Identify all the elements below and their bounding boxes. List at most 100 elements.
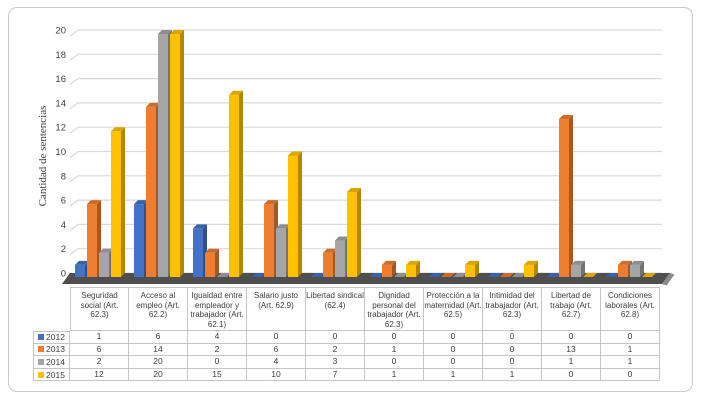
category-header-cell: Igualdad entre empleador y trabajador (A… bbox=[188, 287, 247, 331]
bar-2014 bbox=[335, 240, 345, 277]
table-value-cell: 6 bbox=[247, 343, 306, 357]
legend-key: 2014 bbox=[33, 356, 70, 369]
y-axis-tick-label: 8 bbox=[61, 171, 66, 182]
bar-top-face bbox=[406, 260, 420, 265]
y-axis-tick-label: 0 bbox=[61, 269, 66, 280]
category-header-cell: Libertad sindical (62.4) bbox=[306, 287, 365, 331]
bar-side-face bbox=[357, 187, 361, 277]
bar-2015 bbox=[288, 155, 298, 277]
table-value-cell: 4 bbox=[247, 356, 306, 369]
legend-year-label: 2014 bbox=[46, 356, 65, 367]
bar-2014 bbox=[158, 34, 168, 277]
table-value-cell: 1 bbox=[70, 331, 129, 344]
bar-side-face bbox=[581, 260, 585, 277]
chart-floor-side bbox=[662, 273, 675, 286]
bar-2015 bbox=[406, 264, 416, 277]
bar-side-face bbox=[569, 115, 573, 277]
bar-2013 bbox=[618, 264, 628, 277]
gridline-depth-tick bbox=[69, 151, 79, 158]
table-value-cell: 0 bbox=[424, 343, 483, 357]
bar-top-face bbox=[335, 236, 349, 241]
table-value-cell: 6 bbox=[70, 343, 129, 357]
bar-side-face bbox=[121, 127, 125, 277]
bar-top-face bbox=[453, 273, 467, 277]
legend-key: 2013 bbox=[33, 343, 70, 357]
bar-top-face bbox=[252, 273, 266, 277]
y-axis-tick-label: 12 bbox=[55, 123, 66, 134]
table-value-cell: 0 bbox=[247, 331, 306, 344]
bar-2014 bbox=[630, 264, 640, 277]
bar-2013 bbox=[323, 252, 333, 277]
table-value-cell: 0 bbox=[424, 331, 483, 344]
bar-top-face bbox=[441, 273, 455, 277]
y-axis-tick-label: 10 bbox=[55, 147, 66, 158]
bar-top-face bbox=[382, 260, 396, 265]
table-value-cell: 20 bbox=[129, 368, 188, 382]
table-value-cell: 0 bbox=[542, 368, 601, 382]
table-value-cell: 1 bbox=[365, 343, 424, 357]
bar-top-face bbox=[512, 273, 526, 277]
bar-top-face bbox=[276, 224, 290, 229]
bar-side-face bbox=[298, 151, 302, 277]
bar-2014 bbox=[276, 228, 286, 277]
table-value-cell: 0 bbox=[601, 331, 660, 344]
gridline-depth-tick bbox=[69, 248, 79, 256]
table-value-cell: 0 bbox=[188, 356, 247, 369]
bar-top-face bbox=[288, 151, 302, 156]
gridline-depth-tick bbox=[69, 223, 79, 231]
bar-top-face bbox=[134, 200, 148, 205]
table-value-cell: 20 bbox=[129, 356, 188, 369]
table-value-cell: 13 bbox=[542, 343, 601, 357]
category-header-cell: Condiciones laborales (Art. 62.8) bbox=[601, 287, 660, 331]
bar-top-face bbox=[158, 30, 172, 34]
gridline-depth-tick bbox=[69, 53, 79, 61]
bar-2013 bbox=[264, 204, 274, 277]
table-value-cell: 7 bbox=[306, 368, 365, 382]
legend-key: 2012 bbox=[33, 331, 70, 344]
bar-2013 bbox=[146, 106, 156, 278]
bar-side-face bbox=[640, 260, 644, 277]
bar-side-face bbox=[392, 260, 396, 277]
bar-top-face bbox=[606, 273, 620, 277]
bar-side-face bbox=[180, 30, 184, 277]
table-value-cell: 0 bbox=[365, 331, 424, 344]
bar-top-face bbox=[465, 260, 479, 265]
bar-top-face bbox=[571, 260, 585, 265]
bar-2012 bbox=[134, 204, 144, 277]
legend-color-chip bbox=[38, 358, 45, 365]
bar-top-face bbox=[370, 273, 384, 277]
table-value-cell: 2 bbox=[188, 343, 247, 357]
gridline-depth-tick bbox=[69, 175, 79, 183]
table-value-cell: 6 bbox=[129, 331, 188, 344]
bar-top-face bbox=[583, 273, 597, 277]
table-value-cell: 0 bbox=[483, 331, 542, 344]
bar-top-face bbox=[429, 273, 443, 277]
category-header-cell: Intimidad del trabajador (Art. 62.3) bbox=[483, 287, 542, 331]
bar-top-face bbox=[524, 260, 538, 265]
table-value-cell: 0 bbox=[483, 343, 542, 357]
bar-side-face bbox=[416, 260, 420, 277]
bar-top-face bbox=[111, 127, 125, 132]
category-header-cell: Dignidad personal del trabajador (Art. 6… bbox=[365, 287, 424, 331]
bar-top-face bbox=[500, 273, 514, 277]
table-value-cell: 0 bbox=[424, 356, 483, 369]
bar-top-face bbox=[642, 273, 656, 277]
bar-2013 bbox=[382, 264, 392, 277]
bar-top-face bbox=[217, 273, 231, 277]
bar-2013 bbox=[559, 119, 569, 277]
bar-top-face bbox=[630, 260, 644, 265]
table-value-cell: 1 bbox=[601, 343, 660, 357]
y-axis-tick-label: 18 bbox=[55, 50, 66, 61]
y-axis-tick-label: 16 bbox=[55, 74, 66, 85]
category-header-cell: Libertad de trabajo (Art. 62.7) bbox=[542, 287, 601, 331]
table-corner bbox=[33, 287, 70, 331]
bar-2012 bbox=[193, 228, 203, 277]
table-value-cell: 2 bbox=[70, 356, 129, 369]
bar-2013 bbox=[87, 204, 97, 277]
table-value-cell: 1 bbox=[542, 356, 601, 369]
gridline-depth-tick bbox=[69, 102, 79, 110]
bar-top-face bbox=[264, 200, 278, 205]
table-value-cell: 3 bbox=[306, 356, 365, 369]
table-value-cell: 0 bbox=[306, 331, 365, 344]
gridline-depth-tick bbox=[69, 126, 79, 134]
